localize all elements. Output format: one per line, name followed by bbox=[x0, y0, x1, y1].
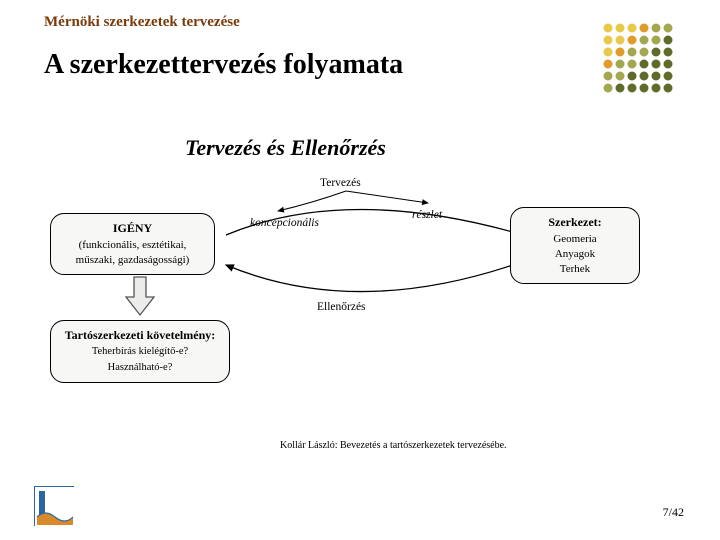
box-igeny-sub: (funkcionális, esztétikai, műszaki, gazd… bbox=[59, 238, 206, 268]
corner-dot-pattern bbox=[602, 22, 692, 117]
down-arrow-block bbox=[122, 275, 158, 317]
box-szerkezet-line1: Geomeria bbox=[519, 232, 631, 247]
label-ellenorzes: Ellenőrzés bbox=[317, 301, 366, 313]
box-szerkezet-line3: Terhek bbox=[519, 262, 631, 277]
box-szerkezet: Szerkezet: Geomeria Anyagok Terhek bbox=[510, 207, 640, 284]
label-koncepcionalis: koncepcionális bbox=[250, 217, 319, 229]
box-tarto: Tartószerkezeti követelmény: Teherbírás … bbox=[50, 320, 230, 383]
box-igeny-title: IGÉNY bbox=[59, 220, 206, 236]
box-tarto-line2: Használható-e? bbox=[59, 361, 221, 375]
box-szerkezet-title: Szerkezet: bbox=[519, 214, 631, 230]
citation-text: Kollár László: Bevezetés a tartószerkeze… bbox=[280, 440, 507, 451]
box-tarto-title: Tartószerkezeti követelmény: bbox=[59, 327, 221, 343]
box-tarto-line1: Teherbírás kielégítő-e? bbox=[59, 345, 221, 359]
box-szerkezet-line2: Anyagok bbox=[519, 247, 631, 262]
label-reszlet: részlet bbox=[412, 209, 442, 221]
page-number: 7/42 bbox=[663, 505, 684, 520]
footer-logo bbox=[34, 486, 74, 526]
label-tervezes: Tervezés bbox=[320, 177, 361, 189]
box-igeny: IGÉNY (funkcionális, esztétikai, műszaki… bbox=[50, 213, 215, 275]
